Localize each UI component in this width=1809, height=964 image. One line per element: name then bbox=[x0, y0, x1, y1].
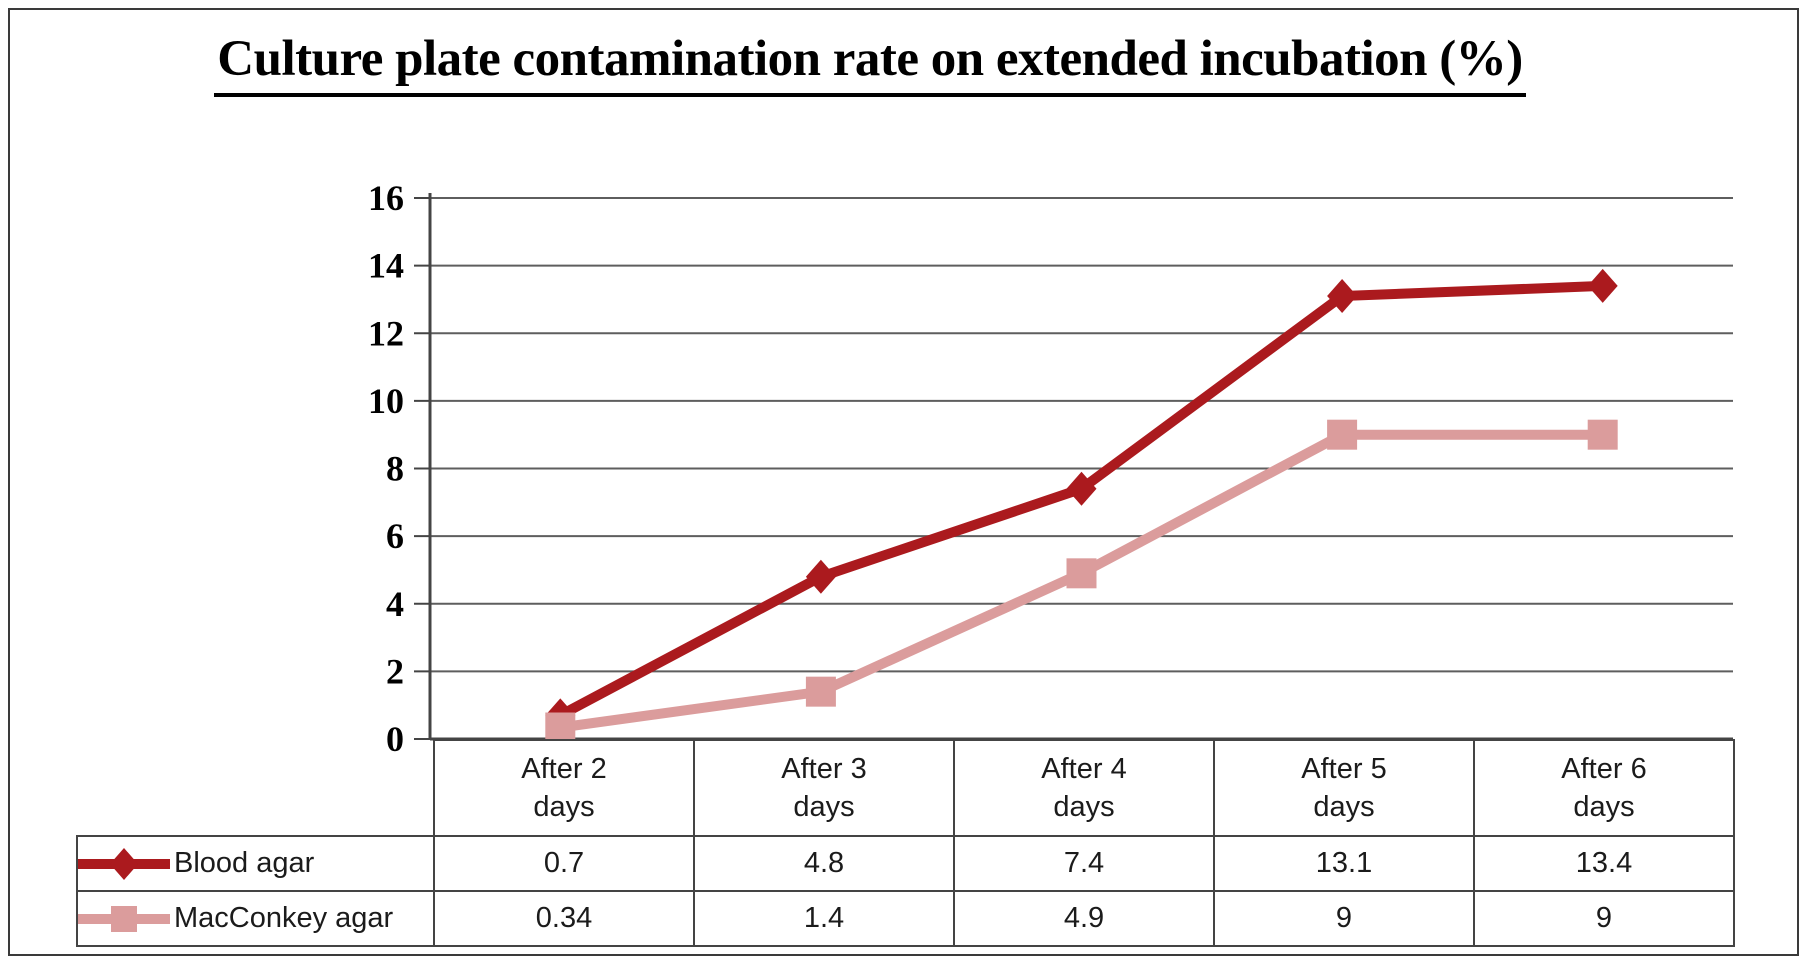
series-name: MacConkey agar bbox=[174, 902, 394, 934]
diamond-marker bbox=[1587, 268, 1618, 303]
value-cell: 0.7 bbox=[433, 835, 695, 892]
y-axis-tick-label: 12 bbox=[368, 313, 404, 353]
table-row: MacConkey agar 0.34 1.4 4.9 9 9 bbox=[76, 890, 1735, 947]
legend-marker bbox=[110, 847, 138, 880]
y-axis-tick-label: 8 bbox=[386, 449, 404, 489]
series-legend-cell: MacConkey agar bbox=[76, 890, 435, 947]
y-axis-tick-label: 14 bbox=[368, 246, 404, 286]
category-label: After 6 days bbox=[1561, 752, 1647, 823]
category-header-cell: After 3 days bbox=[693, 739, 955, 837]
chart-title-container: Culture plate contamination rate on exte… bbox=[0, 30, 1740, 97]
series-blood-agar bbox=[545, 268, 1618, 733]
category-header-row: After 2 days After 3 days After 4 days A… bbox=[77, 739, 1735, 837]
table-row: Blood agar 0.7 4.8 7.4 13.1 13.4 bbox=[76, 835, 1735, 892]
y-axis-tick-label: 10 bbox=[368, 381, 404, 421]
y-axis-tick-label: 16 bbox=[368, 178, 404, 218]
y-axis-tick-label: 6 bbox=[386, 516, 404, 556]
category-label: After 5 days bbox=[1301, 752, 1387, 823]
square-marker bbox=[1327, 419, 1358, 450]
value-cell: 13.1 bbox=[1213, 835, 1475, 892]
category-label: After 2 days bbox=[521, 752, 607, 823]
value-cell: 9 bbox=[1473, 890, 1735, 947]
category-header-cell: After 6 days bbox=[1473, 739, 1735, 837]
series-macconkey-agar bbox=[545, 419, 1618, 743]
square-marker bbox=[545, 712, 576, 743]
data-table: After 2 days After 3 days After 4 days A… bbox=[76, 739, 1735, 947]
square-marker bbox=[1587, 419, 1618, 450]
y-axis-tick-label: 4 bbox=[386, 584, 404, 624]
series-name: Blood agar bbox=[174, 847, 315, 879]
value-cell: 13.4 bbox=[1473, 835, 1735, 892]
legend-marker bbox=[111, 905, 137, 932]
category-label: After 3 days bbox=[781, 752, 867, 823]
square-marker bbox=[1066, 558, 1097, 589]
category-header-cell: After 5 days bbox=[1213, 739, 1475, 837]
table-corner-cell bbox=[77, 740, 434, 836]
diamond-marker bbox=[805, 559, 836, 594]
category-label: After 4 days bbox=[1041, 752, 1127, 823]
category-header-cell: After 2 days bbox=[433, 739, 695, 837]
category-header-cell: After 4 days bbox=[953, 739, 1215, 837]
value-cell: 0.34 bbox=[433, 890, 695, 947]
value-cell: 4.9 bbox=[953, 890, 1215, 947]
value-cell: 4.8 bbox=[693, 835, 955, 892]
y-axis-tick-label: 0 bbox=[386, 719, 404, 759]
series-legend-cell: Blood agar bbox=[76, 835, 435, 892]
value-cell: 7.4 bbox=[953, 835, 1215, 892]
value-cell: 1.4 bbox=[693, 890, 955, 947]
square-marker bbox=[805, 676, 836, 707]
diamond-marker bbox=[1327, 279, 1358, 314]
diamond-marker bbox=[1066, 471, 1097, 506]
macconkey-agar-legend-key-icon bbox=[78, 905, 170, 932]
y-axis-tick-label: 2 bbox=[386, 651, 404, 691]
value-cell: 9 bbox=[1213, 890, 1475, 947]
blood-agar-legend-key-icon bbox=[78, 847, 170, 880]
chart-title: Culture plate contamination rate on exte… bbox=[214, 30, 1526, 97]
